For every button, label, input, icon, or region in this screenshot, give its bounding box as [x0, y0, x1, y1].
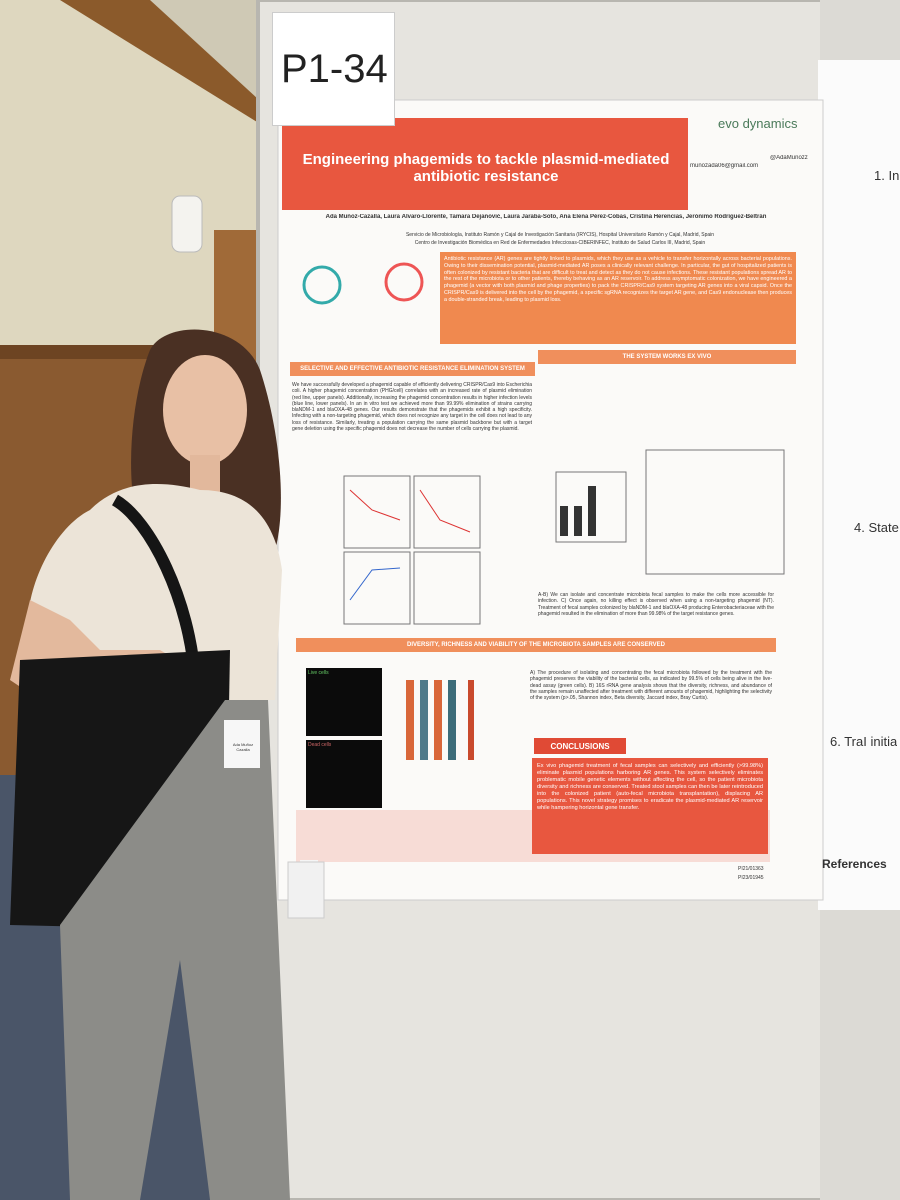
- neighbor-heading: 6. TraI initia: [830, 734, 898, 749]
- abundance-bars: [406, 680, 474, 760]
- section-text: A-B) We can isolate and concentrate micr…: [538, 592, 774, 617]
- affiliation: Centro de Investigación Biomédica en Red…: [414, 240, 706, 246]
- neighbor-heading: References: [822, 857, 887, 871]
- neighbor-heading: 4. State: [854, 520, 899, 535]
- abstract: Antibiotic resistance (AR) genes are tig…: [440, 252, 796, 344]
- affiliation: Servicio de Microbiología, Instituto Ram…: [405, 232, 715, 238]
- bar: [588, 486, 596, 536]
- bar: [448, 680, 456, 760]
- neighbor-heading: 1. In: [874, 168, 900, 183]
- bar: [434, 680, 442, 760]
- section-header: DIVERSITY, RICHNESS AND VIABILITY OF THE…: [296, 638, 776, 652]
- bar: [468, 680, 474, 760]
- bar: [420, 680, 428, 760]
- title-banner: [282, 118, 688, 210]
- paper-cup: [287, 861, 325, 919]
- plot: [343, 551, 411, 625]
- trousers: [60, 700, 290, 1200]
- handle: @AdaMunozz: [770, 155, 808, 161]
- badge-name: Ada Muñoz Cazalla: [232, 742, 254, 752]
- neck: [190, 455, 220, 495]
- section-text: A) The procedure of isolating and concen…: [530, 670, 772, 701]
- section-header: SELECTIVE AND EFFECTIVE ANTIBIOTIC RESIS…: [290, 362, 535, 376]
- culture-bars: [560, 486, 596, 536]
- access-point: [171, 195, 203, 253]
- number-sign: P1-34: [272, 12, 395, 126]
- plot: [555, 471, 627, 543]
- next-poster: [818, 60, 900, 910]
- name-badge: [224, 720, 260, 768]
- panel-label: Dead cells: [308, 742, 332, 748]
- plots: [343, 449, 785, 625]
- plot: [343, 475, 411, 549]
- face: [163, 355, 247, 465]
- trend: [349, 489, 401, 521]
- grant: PI21/01363: [738, 866, 764, 872]
- panel-label: Live cells: [308, 670, 329, 676]
- trend: [349, 567, 401, 601]
- plot: [645, 449, 785, 575]
- bar: [574, 506, 582, 536]
- logo: evo dynamics: [718, 116, 798, 131]
- live-cells-image: [306, 668, 382, 736]
- plasmid: [302, 265, 342, 305]
- plot: [413, 475, 481, 549]
- email: munozada06@gmail.com: [690, 163, 759, 169]
- ceiling: [150, 0, 270, 110]
- grant: PI23/01945: [738, 875, 764, 881]
- section-header: THE SYSTEM WORKS EX VIVO: [538, 350, 796, 364]
- trend: [419, 489, 471, 533]
- plot: [413, 551, 481, 625]
- poster-title: Engineering phagemids to tackle plasmid-…: [302, 150, 670, 185]
- conclusions-header: CONCLUSIONS: [534, 738, 626, 754]
- conclusions-text: Ex vivo phagemid treatment of fecal samp…: [532, 758, 768, 854]
- section-text: We have successfully developed a phagemi…: [292, 382, 532, 432]
- sign-label: P1-34: [281, 47, 388, 91]
- plasmid: [384, 262, 424, 302]
- bar: [406, 680, 414, 760]
- bar: [560, 506, 568, 536]
- bag-strap: [111, 494, 201, 681]
- authors: Ada Muñoz-Cazalla, Laura Álvaro-Llorente…: [325, 214, 767, 220]
- dead-cells-image: [306, 740, 382, 808]
